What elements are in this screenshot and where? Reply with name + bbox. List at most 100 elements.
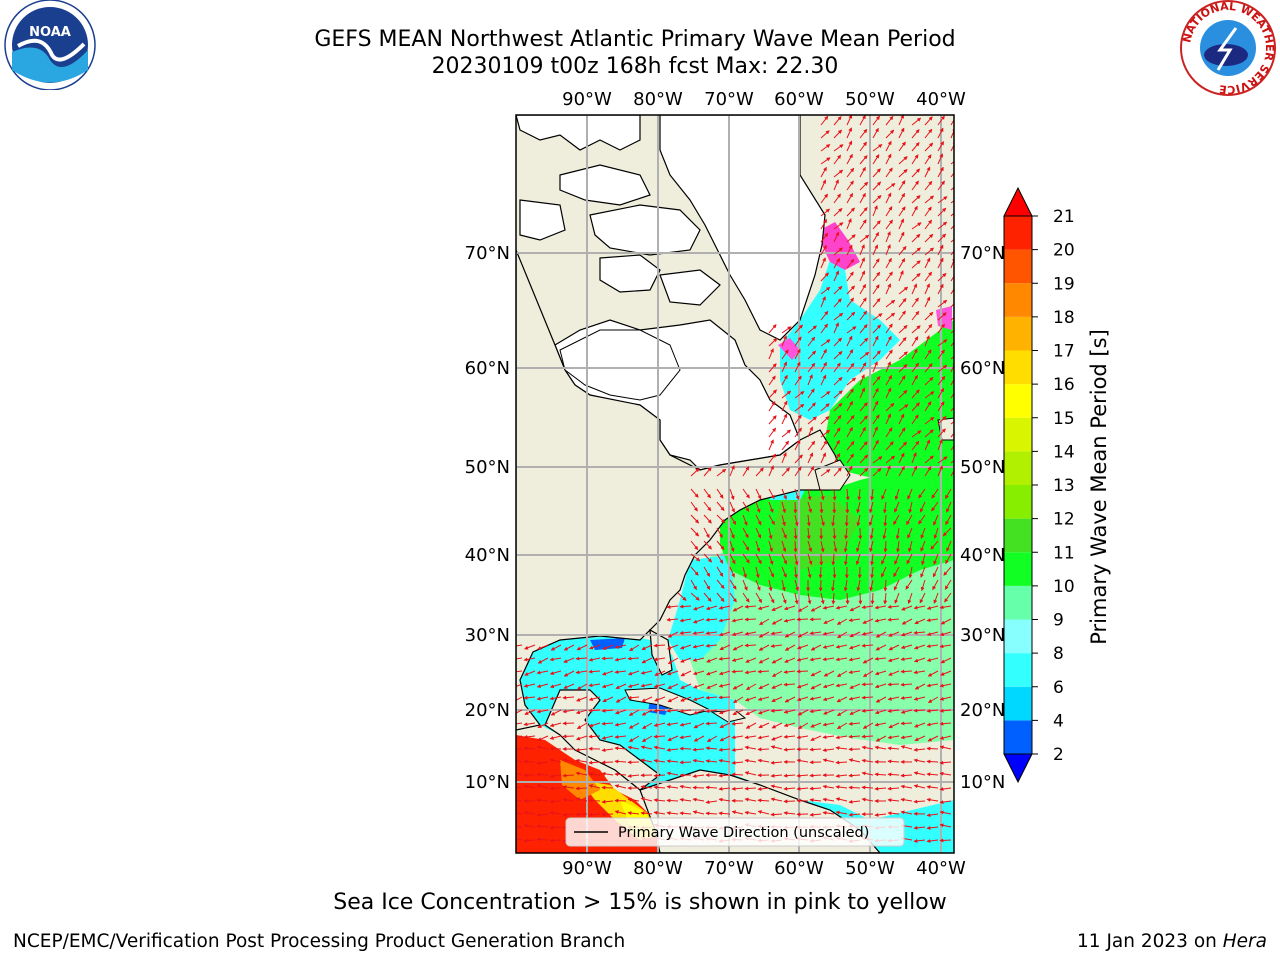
wave-arrow [924,455,934,464]
wave-arrow [667,644,679,650]
wave-arrow [781,488,787,500]
wave-arrow [898,245,907,256]
wave-arrow [887,772,900,777]
wave-arrow [601,670,614,676]
wave-arrow [872,361,878,373]
wave-arrow [705,631,718,636]
wave-arrow [946,540,952,552]
wave-arrow [898,325,908,334]
wave-arrow [872,258,880,269]
wave-arrow [898,427,906,438]
wave-arrow [939,823,952,828]
wave-arrow [768,553,774,566]
wave-arrow [731,721,744,726]
wave-arrow [757,798,770,803]
wave-arrow [872,400,879,412]
wave-arrow [846,326,857,334]
wave-arrow [846,426,853,438]
wave-arrow [911,325,921,334]
wave-arrow [900,709,913,714]
wave-arrow [809,709,822,714]
wave-arrow [872,154,880,165]
wave-arrow [845,501,850,514]
wave-arrow [859,467,869,477]
wave-arrow [771,683,783,689]
wave-arrow [523,838,536,843]
wave-arrow [770,760,783,765]
wave-arrow [706,735,718,743]
wave-arrow [872,439,879,451]
wave-arrow [848,721,861,726]
wave-arrow [820,286,831,295]
colorbar-segment [1004,417,1032,452]
wave-arrow [950,406,954,412]
wave-arrow [849,709,861,715]
wave-arrow [885,231,891,243]
wave-arrow [820,361,827,373]
wave-arrow [900,669,913,674]
wave-arrow [757,747,770,752]
wave-arrow [872,313,883,321]
wave-arrow [859,270,866,282]
wave-arrow [820,179,826,191]
wave-arrow [846,377,857,386]
wave-arrow [846,297,854,308]
wave-arrow [820,391,831,399]
wave-arrow [627,670,640,676]
wave-arrow [744,617,757,622]
wave-arrow [549,735,562,740]
wave-arrow [820,592,825,605]
wave-arrow [907,527,913,539]
wave-arrow [898,452,905,464]
wave-arrow [781,349,789,360]
wave-arrow [536,837,549,842]
wave-arrow [755,488,762,500]
wave-arrow [937,375,946,386]
wave-arrow [549,683,562,689]
wave-arrow [846,115,853,126]
wave-arrow [524,709,536,715]
wave-arrow [742,466,750,477]
wave-arrow [822,644,835,649]
wave-arrow [937,323,945,334]
wave-arrow [807,440,816,451]
wave-arrow [653,758,666,763]
wave-arrow [885,183,896,191]
wave-arrow [807,466,815,477]
wave-arrow [628,735,640,742]
wave-arrow [537,644,549,650]
wave-arrow [614,772,627,777]
wave-arrow [937,416,947,425]
wave-arrow [911,440,920,451]
wave-arrow [562,797,575,802]
wave-arrow [536,683,549,688]
wave-arrow [831,592,836,605]
wave-arrow [562,721,575,726]
wave-arrow [820,348,827,360]
wave-arrow [601,760,614,765]
wave-arrow [836,618,848,625]
wave-arrow [913,758,926,763]
wave-arrow [718,786,731,791]
wave-arrow [885,455,896,464]
wave-arrow [602,644,614,650]
wave-arrow [807,553,813,566]
wave-arrow [781,326,792,334]
wave-arrow [641,644,653,651]
wave-arrow [835,644,848,649]
wave-arrow [855,553,861,566]
wave-arrow [937,141,945,152]
wave-arrow [744,604,757,609]
wave-arrow [523,746,536,751]
wave-arrow [862,722,874,729]
wave-arrow [524,670,536,676]
wave-arrow [898,218,904,230]
wave-arrow [731,760,744,765]
wave-arrow [911,222,922,230]
wave-arrow [758,722,770,729]
wave-arrow [924,257,931,269]
wave-arrow [822,810,835,815]
wave-arrow [911,154,919,165]
wave-arrow [845,592,850,605]
